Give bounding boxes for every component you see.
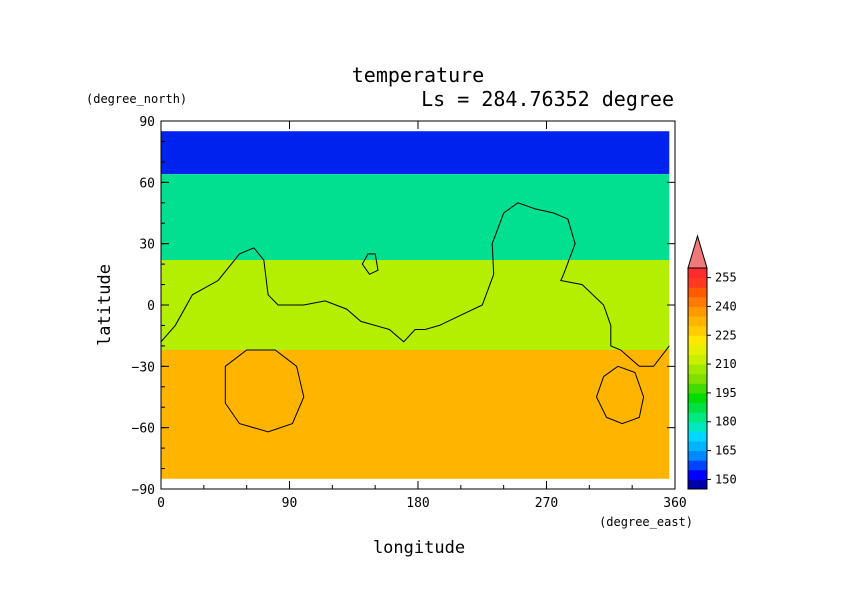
colorbar-band [688, 469, 707, 480]
x-tick-label: 90 [282, 496, 298, 511]
colorbar-label: 240 [715, 299, 737, 313]
zone-transition [161, 174, 670, 261]
contour-island-north [361, 253, 379, 275]
y-tick-label: 90 [139, 115, 155, 130]
y-unit-label: (degree_north) [86, 92, 187, 106]
x-tick-label: 360 [663, 496, 686, 511]
colorbar-extend-triangle [687, 234, 708, 269]
colorbar-band [688, 392, 707, 404]
y-tick-label: 30 [139, 238, 155, 253]
colorbar-band [688, 431, 707, 442]
colorbar-band [688, 306, 707, 317]
colorbar-label: 225 [715, 328, 737, 342]
contour-lines [160, 202, 670, 433]
x-ticks: 0 90 180 270 360 [157, 121, 687, 511]
colorbar-label: 210 [715, 357, 737, 371]
y-axis-label: latitude [95, 264, 115, 346]
x-tick-label: 0 [157, 496, 165, 511]
contour-ring-southwest [224, 349, 305, 433]
zone-south [161, 349, 670, 479]
y-tick-label: 0 [147, 299, 155, 314]
colorbar-band [688, 344, 707, 355]
x-tick-label: 180 [406, 496, 429, 511]
colorbar-band [688, 364, 707, 375]
colorbar-band [688, 402, 707, 413]
y-ticks: 90 60 30 0 −30 −60 −90 [132, 115, 675, 498]
chart-subtitle: Ls = 284.76352 degree [421, 87, 674, 111]
y-tick-label: −30 [132, 360, 155, 375]
colorbar-band [688, 450, 707, 461]
colorbar-band [688, 479, 707, 490]
colorbar-frame [687, 267, 708, 490]
colorbar-band [688, 440, 707, 452]
y-tick-label: −90 [132, 483, 155, 498]
x-tick-label: 270 [535, 496, 558, 511]
colorbar-band [688, 287, 707, 298]
colorbar-label: 150 [715, 472, 737, 486]
colorbar-label: 195 [715, 386, 737, 400]
contour-ring-southeast [595, 365, 645, 425]
x-unit-label: (degree_east) [599, 515, 693, 529]
colorbar-band [688, 373, 707, 384]
colorbar-label: 255 [715, 271, 737, 285]
colorbar-band [688, 354, 707, 365]
colorbar-band [688, 383, 707, 394]
contour-continent-outline [160, 202, 670, 367]
colorbar-band [688, 268, 707, 279]
colorbar-band [688, 460, 707, 471]
zone-polar-cold [161, 131, 670, 175]
colorbar-label: 180 [715, 415, 737, 429]
colorbar-band [688, 277, 707, 288]
zone-midlat [161, 260, 670, 350]
temperature-field [161, 131, 670, 479]
colorbar-band [688, 421, 707, 432]
colorbar-band [688, 296, 707, 307]
x-axis-label: longitude [373, 538, 465, 558]
colorbar-label: 165 [715, 444, 737, 458]
colorbar-band [688, 325, 707, 336]
y-tick-label: −60 [132, 422, 155, 437]
colorbar-band [688, 412, 707, 423]
colorbar-band [688, 335, 707, 346]
colorbar: 255 240 225 210 195 180 165 150 [687, 234, 737, 490]
colorbar-band [688, 316, 707, 327]
y-tick-label: 60 [139, 176, 155, 191]
chart-title: temperature [352, 63, 484, 87]
